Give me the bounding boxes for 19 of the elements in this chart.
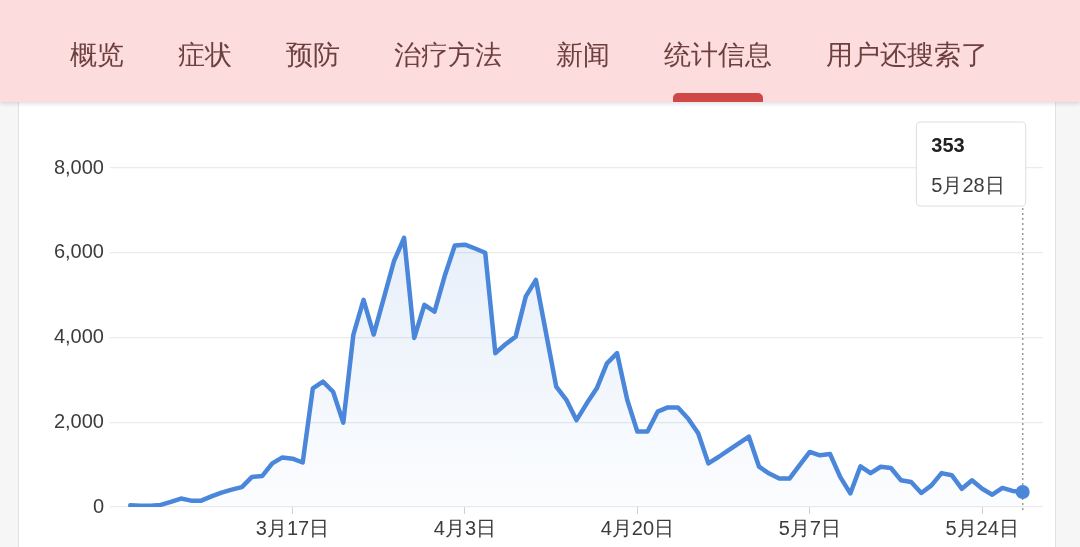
x-tick-label: 3月17日	[255, 516, 330, 539]
text: 用户还搜索了	[826, 39, 988, 72]
y-tick-label: 6,000	[53, 240, 104, 263]
x-tick-label: 5月24日	[945, 516, 1019, 539]
text: 症状	[178, 39, 232, 72]
y-tick-label: 2,000	[53, 409, 104, 432]
y-tick-label: 0	[92, 494, 104, 517]
annotation: 5月28日	[931, 174, 1005, 196]
x-tick-label: 4月20日	[600, 516, 675, 539]
text: 治疗方法	[394, 39, 502, 72]
text: 概览	[70, 39, 124, 72]
y-tick-label: 8,000	[53, 155, 104, 178]
y-tick-label: 4,000	[53, 325, 104, 348]
text: 预防	[286, 39, 340, 72]
x-tick-label: 4月3日	[433, 516, 497, 539]
text: 统计信息	[664, 39, 772, 72]
text: 新闻	[556, 39, 610, 72]
text: 353	[931, 134, 965, 156]
x-tick-label: 5月7日	[778, 516, 841, 539]
